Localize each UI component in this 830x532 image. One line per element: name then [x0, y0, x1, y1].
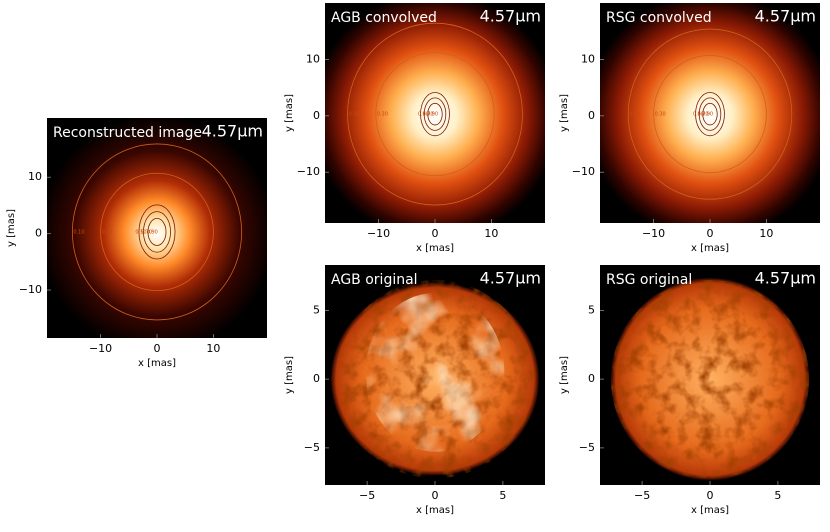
contour — [375, 52, 495, 177]
x-tick-label: −10 — [642, 227, 665, 240]
surface-texture — [610, 279, 810, 479]
intensity-glow — [47, 118, 267, 338]
y-axis-label: y [mas] — [284, 94, 295, 132]
contour-label: 0.50 — [693, 112, 704, 118]
x-tick-label: 0 — [707, 489, 714, 502]
contour — [100, 172, 214, 292]
panel-title: Reconstructed image — [53, 125, 202, 141]
y-tick-label: 0 — [313, 109, 320, 122]
y-tick-label: 0 — [588, 109, 595, 122]
x-axis-label: x [mas] — [416, 243, 454, 254]
contour-label: 0.30 — [377, 112, 388, 118]
contour — [138, 204, 176, 260]
intensity-glow — [325, 3, 545, 223]
panel-title: RSG original — [606, 272, 692, 288]
contour — [698, 97, 722, 131]
y-axis-label: y [mas] — [559, 356, 570, 394]
x-tick-label: 0 — [154, 342, 161, 355]
contour-label: 0.90 — [702, 112, 713, 118]
x-tick-label: 10 — [484, 227, 498, 240]
x-tick-label: −10 — [89, 342, 112, 355]
contour-label: 0.50 — [418, 112, 429, 118]
y-tick-label: −10 — [297, 165, 320, 178]
x-tick-label: 5 — [499, 489, 506, 502]
contour — [143, 211, 171, 253]
y-tick-label: 10 — [306, 52, 320, 65]
contour — [627, 28, 793, 200]
contour-label: 0.90 — [147, 229, 158, 235]
panel-title: AGB original — [331, 272, 418, 288]
x-tick-label: 0 — [432, 227, 439, 240]
x-tick-label: 0 — [432, 489, 439, 502]
wavelength-label: 4.57μm — [480, 269, 541, 288]
y-tick-label: 10 — [28, 170, 42, 183]
panel-title: RSG convolved — [606, 10, 712, 26]
y-tick-label: 5 — [313, 303, 320, 316]
image-panel — [325, 265, 545, 485]
contour-label: 0.90 — [427, 112, 438, 118]
image-panel: 0.10 0.30 0.500.700.90 — [600, 3, 820, 223]
y-axis-label: y [mas] — [284, 356, 295, 394]
y-axis-label: y [mas] — [559, 94, 570, 132]
y-axis-label: y [mas] — [6, 209, 17, 247]
contour-label: 0.50 — [135, 229, 146, 235]
x-tick-label: −5 — [359, 489, 375, 502]
contour-label: 0.10 — [629, 112, 640, 118]
contour — [347, 22, 523, 206]
y-tick-label: 0 — [35, 227, 42, 240]
y-tick-label: 10 — [581, 52, 595, 65]
x-axis-label: x [mas] — [416, 505, 454, 516]
wavelength-label: 4.57μm — [755, 7, 816, 26]
x-tick-label: 10 — [206, 342, 220, 355]
wavelength-label: 4.57μm — [202, 122, 263, 141]
x-tick-label: −10 — [367, 227, 390, 240]
contour — [695, 92, 725, 137]
y-tick-label: 5 — [588, 303, 595, 316]
y-tick-label: 0 — [588, 372, 595, 385]
image-panel: 0.10 0.30 0.500.700.90 — [325, 3, 545, 223]
contour-label: 0.30 — [102, 229, 113, 235]
intensity-glow — [600, 3, 820, 223]
x-axis-label: x [mas] — [691, 243, 729, 254]
contour — [420, 92, 450, 137]
contour — [653, 55, 767, 174]
wavelength-label: 4.57μm — [480, 7, 541, 26]
image-panel: 0.10 0.30 0.500.700.90 — [47, 118, 267, 338]
contour — [702, 102, 718, 126]
contour-label: 0.10 — [349, 112, 360, 118]
contour-label: 0.30 — [655, 112, 666, 118]
image-panel — [600, 265, 820, 485]
bright-plume — [365, 293, 505, 452]
contour — [71, 143, 243, 321]
x-axis-label: x [mas] — [691, 505, 729, 516]
x-tick-label: 0 — [707, 227, 714, 240]
y-tick-label: −5 — [304, 441, 320, 454]
y-tick-label: −10 — [19, 283, 42, 296]
contour — [423, 97, 447, 131]
y-tick-label: −10 — [572, 165, 595, 178]
contour — [147, 218, 167, 246]
contour — [427, 102, 443, 126]
contour-label: 0.70 — [141, 229, 152, 235]
panel-title: AGB convolved — [331, 10, 437, 26]
x-tick-label: 10 — [759, 227, 773, 240]
x-axis-label: x [mas] — [138, 358, 176, 369]
y-tick-label: 0 — [313, 372, 320, 385]
x-tick-label: 5 — [774, 489, 781, 502]
y-tick-label: −5 — [579, 441, 595, 454]
contour-label: 0.10 — [73, 229, 84, 235]
x-tick-label: −5 — [634, 489, 650, 502]
wavelength-label: 4.57μm — [755, 269, 816, 288]
